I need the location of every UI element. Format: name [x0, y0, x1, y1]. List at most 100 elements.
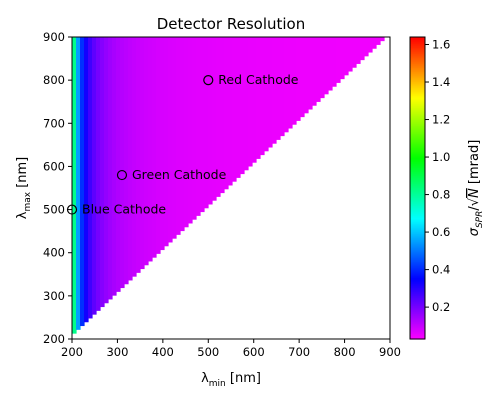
colorbar-segment [410, 225, 425, 228]
y-tick-label: 400 [43, 246, 65, 260]
colorbar-segment [410, 255, 425, 258]
plot-frame [71, 36, 391, 340]
colorbar-segment [410, 219, 425, 222]
y-tick-label: 900 [43, 30, 65, 44]
heatmap-cell [336, 37, 341, 83]
heatmap-cell [92, 37, 97, 315]
colorbar-segment [410, 59, 425, 62]
x-axis: 200 300 400 500 600 700 800 900 [61, 339, 401, 359]
colorbar-segment [410, 223, 425, 226]
heatmap-cell [300, 37, 305, 118]
cathode-marker [66, 204, 78, 215]
heatmap-cell [120, 37, 125, 289]
colorbar-segment [410, 117, 425, 120]
heatmap-cell [140, 37, 145, 270]
colorbar-segment [410, 163, 425, 166]
colorbar-segment [410, 335, 425, 338]
heatmap-cell [216, 37, 221, 197]
colorbar-ticks: 0.2 0.4 0.6 0.8 1.0 1.2 1.4 1.6 [425, 38, 450, 314]
heatmap-cell [172, 37, 177, 239]
colorbar-segment [410, 281, 425, 284]
heatmap-cell [156, 37, 161, 254]
colorbar-segment [410, 297, 425, 300]
heatmap-cell [264, 37, 269, 152]
colorbar-segment [410, 287, 425, 290]
heatmap-cell [328, 37, 333, 91]
colorbar-segment [410, 187, 425, 190]
colorbar-segment [410, 207, 425, 210]
heatmap-cell [324, 37, 329, 95]
heatmap-cell [188, 37, 193, 224]
heatmap-cell [152, 37, 157, 258]
colorbar-segment [410, 87, 425, 90]
colorbar-segment [410, 77, 425, 80]
colorbar-segment [410, 211, 425, 214]
colorbar-segment [410, 277, 425, 280]
colorbar-segment [410, 145, 425, 148]
colorbar-segment [410, 315, 425, 318]
colorbar-segment [410, 121, 425, 124]
cathode-label: Red Cathode [218, 72, 299, 87]
colorbar-segment [410, 75, 425, 78]
colorbar-segment [410, 41, 425, 44]
heatmap-cell [368, 37, 373, 53]
colorbar-segment [410, 275, 425, 278]
colorbar-frame [409, 36, 426, 340]
colorbar-segment [410, 161, 425, 164]
heatmap-cell [128, 37, 133, 281]
colorbar-segment [410, 103, 425, 106]
colorbar-segment [410, 61, 425, 64]
colorbar-segment [410, 203, 425, 206]
colorbar-segment [410, 157, 425, 160]
colorbar-segment [410, 181, 425, 184]
colorbar-segment [410, 105, 425, 108]
heatmap-cell [224, 37, 229, 190]
colorbar-segment [410, 303, 425, 306]
colorbar-segment [410, 259, 425, 262]
heatmap-cell [176, 37, 181, 235]
colorbar-segment [410, 155, 425, 158]
colorbar-segment [410, 173, 425, 176]
colorbar-label: σSPR/√N [mrad] [467, 140, 485, 237]
heatmap-cell [72, 37, 77, 334]
colorbar-segment [410, 305, 425, 308]
colorbar-segment [410, 221, 425, 224]
heatmap-cell [240, 37, 245, 175]
colorbar-segment [410, 337, 425, 340]
heatmap-cell [132, 37, 137, 277]
heatmap-cell [112, 37, 117, 296]
colorbar-segment [410, 257, 425, 260]
colorbar-segment [410, 251, 425, 254]
colorbar-tick-label: 0.4 [432, 263, 450, 277]
colorbar-segment [410, 165, 425, 168]
heatmap-cell [284, 37, 289, 133]
colorbar-segment [410, 101, 425, 104]
colorbar-segment [410, 289, 425, 292]
colorbar-segment [410, 327, 425, 330]
colorbar [410, 37, 425, 340]
colorbar-segment [410, 177, 425, 180]
colorbar-segment [410, 201, 425, 204]
colorbar-segment [410, 141, 425, 144]
y-tick-label: 600 [43, 159, 65, 173]
colorbar-segment [410, 125, 425, 128]
colorbar-segment [410, 91, 425, 94]
heatmap-cell [348, 37, 353, 72]
colorbar-segment [410, 73, 425, 76]
heatmap-cell [84, 37, 89, 323]
colorbar-segment [410, 71, 425, 74]
colorbar-segment [410, 113, 425, 116]
heatmap-cell [96, 37, 101, 311]
heatmap-cell [160, 37, 165, 251]
colorbar-segment [410, 209, 425, 212]
heatmap-cell [168, 37, 173, 243]
heatmap-cell [212, 37, 217, 201]
colorbar-segment [410, 309, 425, 312]
colorbar-segment [410, 321, 425, 324]
colorbar-segment [410, 213, 425, 216]
heatmap-cell [344, 37, 349, 76]
heatmap-cell [104, 37, 109, 304]
heatmap-cell [268, 37, 273, 148]
heatmap-cell [376, 37, 381, 45]
